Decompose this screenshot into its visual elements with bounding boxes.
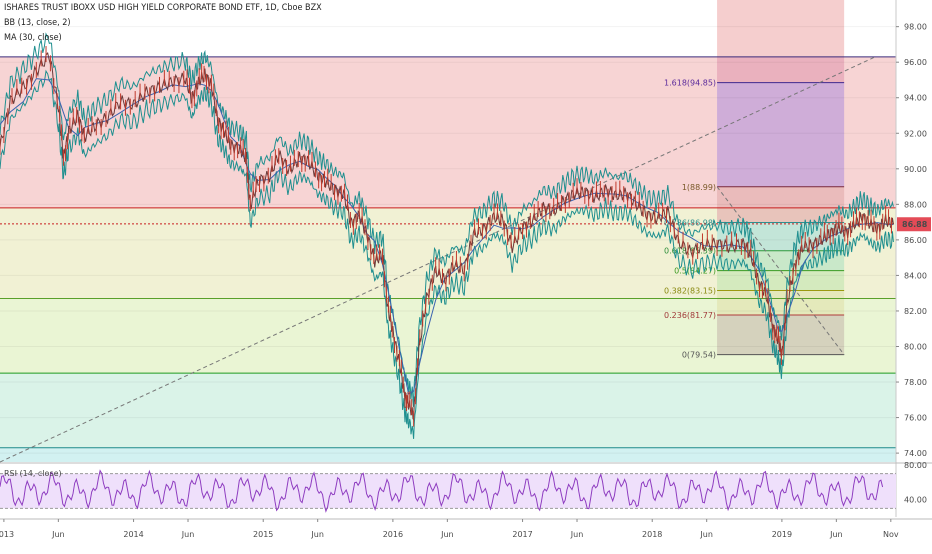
y-tick-label: 74.00: [904, 449, 927, 458]
x-tick-label: 2018: [642, 530, 662, 539]
fib-trendline-dashed: [716, 186, 845, 355]
x-tick-label: Jun: [440, 530, 454, 539]
x-tick-label: 2017: [512, 530, 532, 539]
fib-label: 0.786(86.98): [664, 218, 716, 227]
ma-indicator-label[interactable]: MA (30, close): [4, 33, 62, 43]
rsi-line: [0, 469, 884, 513]
moving-average-line: [0, 78, 894, 395]
rsi-indicator-label: RSI (14, close): [4, 469, 62, 478]
y-tick-label: 84.00: [904, 271, 927, 280]
bollinger-upper-line: [0, 32, 894, 407]
fib-zone-ext-top: [717, 56, 845, 83]
fib-label: 0(79.54): [682, 351, 716, 360]
x-tick-label: 2016: [383, 530, 403, 539]
fib-label: 0.618(85.39): [664, 247, 716, 256]
rsi-y-tick-label: 40.00: [904, 496, 927, 505]
x-tick-label: Jun: [699, 530, 713, 539]
y-tick-label: 88.00: [904, 200, 927, 209]
x-tick-label: Jun: [570, 530, 584, 539]
y-tick-label: 92.00: [904, 129, 927, 138]
x-tick-label: 2013: [0, 530, 14, 539]
x-tick-label: Jun: [829, 530, 843, 539]
rsi-band-fill: [0, 473, 896, 509]
x-tick-label: 2014: [123, 530, 143, 539]
x-tick-label: 2015: [253, 530, 273, 539]
x-tick-label: Jun: [181, 530, 195, 539]
fib-label: 1(88.99): [682, 183, 716, 192]
bollinger-lower-line: [0, 69, 894, 439]
bb-indicator-label[interactable]: BB (13, close, 2): [4, 18, 71, 28]
price-line: [0, 51, 894, 422]
fib-zone-1: [717, 186, 845, 223]
current-price-tag: [897, 217, 931, 232]
fib-label: 0.236(81.77): [664, 311, 716, 320]
rsi-y-tick-label: 80.00: [904, 461, 927, 470]
fib-label: 1.618(94.85): [664, 79, 716, 88]
fib-label: 0.5(84.27): [674, 267, 716, 276]
current-price-label: 86.88: [902, 220, 928, 229]
x-tick-label: 2019: [772, 530, 792, 539]
chart-title: ISHARES TRUST IBOXX USD HIGH YIELD CORPO…: [4, 3, 322, 13]
y-tick-label: 98.00: [904, 23, 927, 32]
y-tick-label: 96.00: [904, 58, 927, 67]
price-axis-bg: [896, 0, 932, 519]
x-tick-label: Jun: [310, 530, 324, 539]
x-tick-label: Jun: [51, 530, 65, 539]
y-tick-label: 80.00: [904, 343, 927, 352]
zone-green: [0, 373, 896, 448]
fib-zone-382: [717, 290, 845, 316]
y-tick-label: 82.00: [904, 307, 927, 316]
fib-label: 0.382(83.15): [664, 287, 716, 296]
y-tick-label: 94.00: [904, 94, 927, 103]
y-tick-label: 90.00: [904, 165, 927, 174]
fib-zone-5: [717, 270, 845, 291]
y-tick-label: 76.00: [904, 414, 927, 423]
zone-cyan: [0, 447, 896, 462]
fib-zone-1618: [717, 82, 845, 187]
y-tick-label: 86.00: [904, 236, 927, 245]
y-tick-label: 78.00: [904, 378, 927, 387]
x-tick-label: Nov: [883, 530, 899, 539]
fib-top-zone: [717, 0, 845, 57]
